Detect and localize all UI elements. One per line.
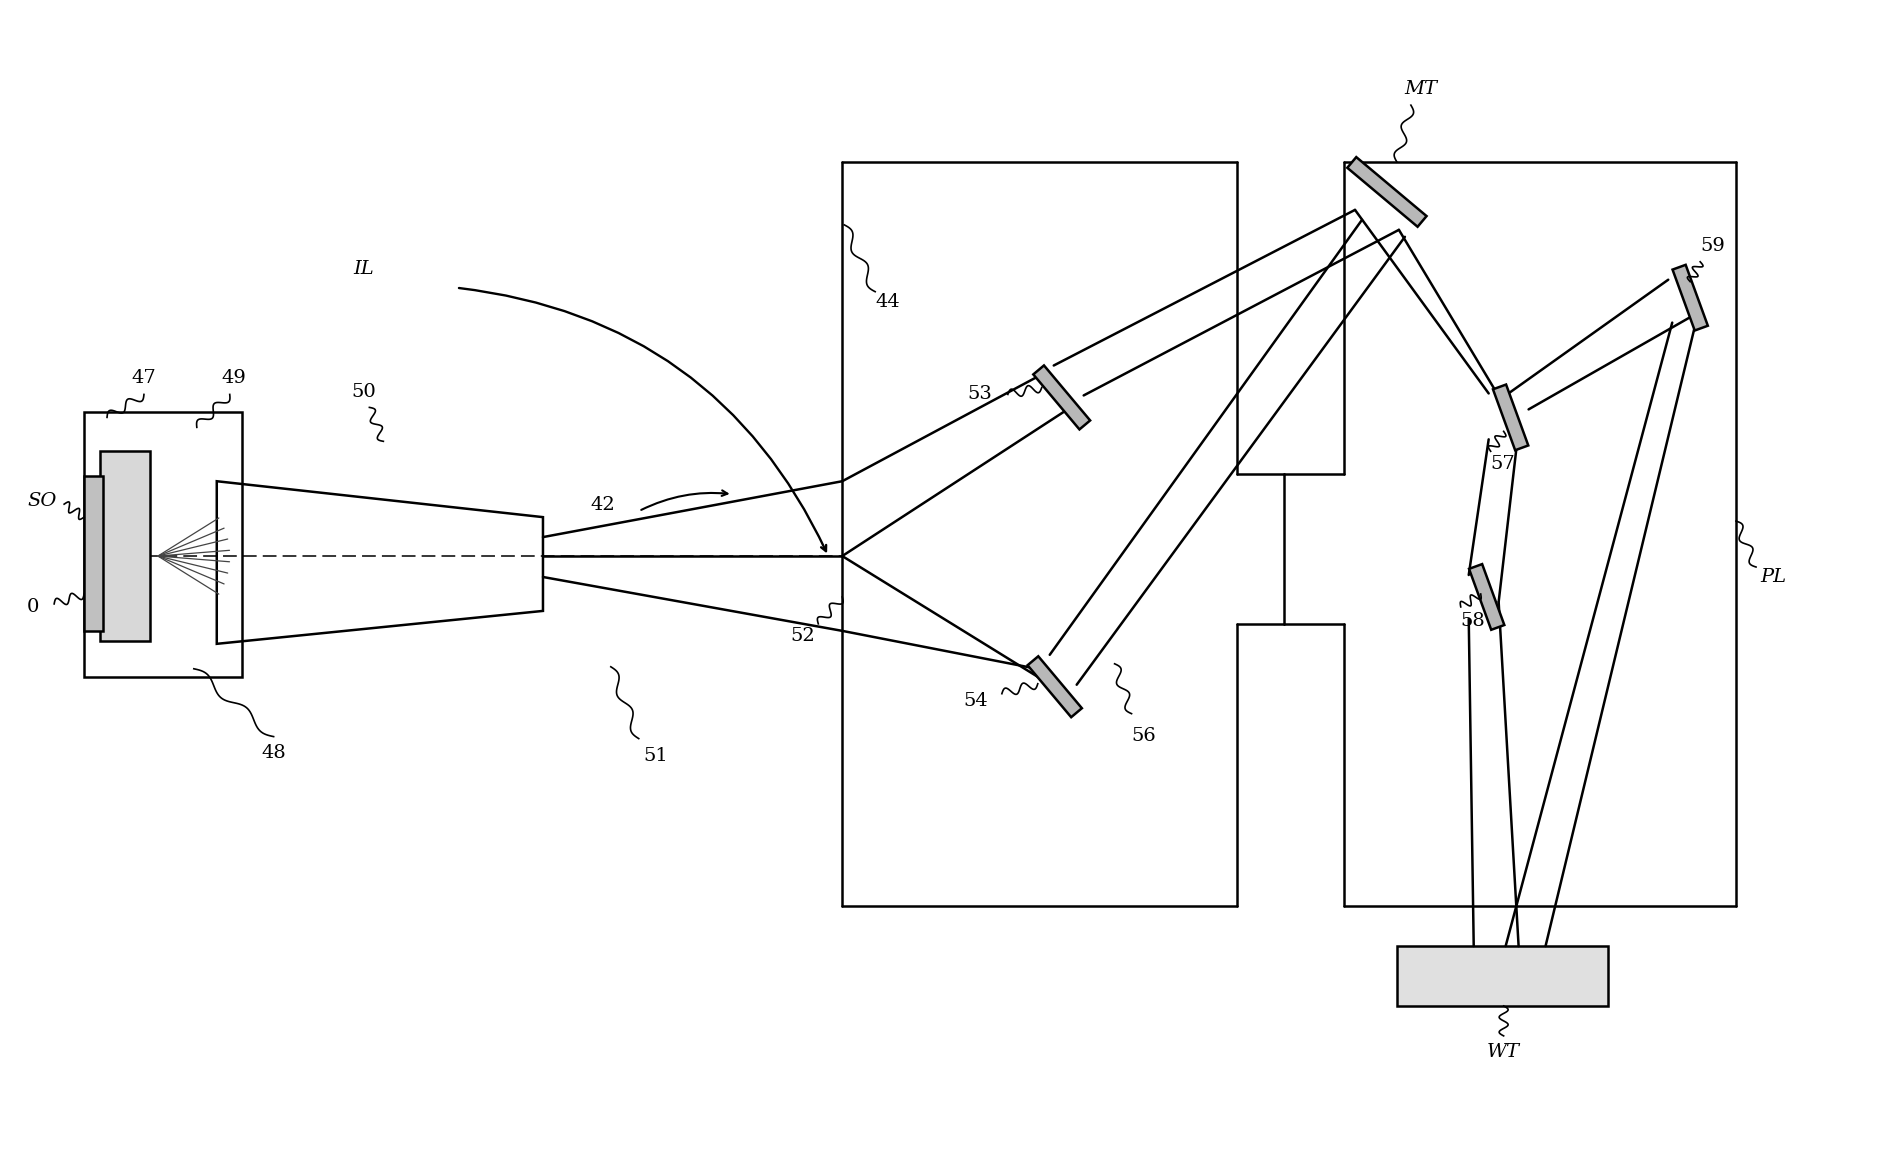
Text: 0: 0 — [26, 597, 40, 616]
Text: 57: 57 — [1490, 455, 1515, 473]
Polygon shape — [1672, 264, 1708, 331]
Text: MT: MT — [1404, 80, 1438, 98]
Text: 44: 44 — [875, 293, 899, 310]
Text: 58: 58 — [1460, 612, 1485, 630]
Text: 49: 49 — [221, 370, 246, 387]
Text: 47: 47 — [132, 370, 157, 387]
Bar — [83, 476, 104, 631]
Text: PL: PL — [1759, 568, 1785, 586]
Polygon shape — [1028, 656, 1081, 717]
Text: IL: IL — [353, 260, 374, 278]
Text: 48: 48 — [261, 743, 285, 762]
Polygon shape — [217, 481, 542, 643]
Text: 56: 56 — [1132, 726, 1156, 745]
Text: 51: 51 — [642, 747, 667, 764]
Bar — [100, 452, 149, 641]
Text: 53: 53 — [967, 385, 992, 403]
Text: WT: WT — [1487, 1043, 1519, 1061]
Polygon shape — [1347, 157, 1426, 226]
Text: SO: SO — [26, 492, 57, 510]
Bar — [83, 412, 242, 677]
Polygon shape — [1492, 385, 1528, 450]
Text: 52: 52 — [790, 627, 814, 645]
Text: 59: 59 — [1700, 237, 1725, 255]
Polygon shape — [1468, 564, 1504, 630]
Polygon shape — [1033, 365, 1090, 430]
Text: 42: 42 — [589, 496, 616, 514]
Bar — [1396, 946, 1608, 1007]
Text: 50: 50 — [351, 384, 376, 401]
Text: 54: 54 — [963, 692, 988, 710]
